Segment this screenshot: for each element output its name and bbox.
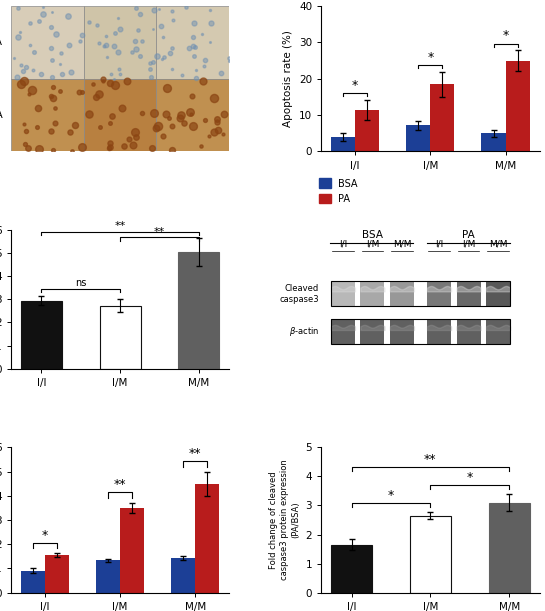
Bar xyxy=(410,516,451,593)
Bar xyxy=(84,6,156,79)
Bar xyxy=(431,84,455,152)
Text: **: ** xyxy=(154,227,165,236)
Text: M/M: M/M xyxy=(393,239,411,248)
Bar xyxy=(427,319,451,344)
Text: *: * xyxy=(42,529,48,542)
Text: I/I: I/I xyxy=(339,239,347,248)
Bar xyxy=(84,79,156,152)
Bar xyxy=(360,282,384,306)
Bar xyxy=(156,79,229,152)
Legend: BSA, PA: BSA, PA xyxy=(315,175,362,208)
Text: $\beta$-actin: $\beta$-actin xyxy=(288,324,319,338)
Bar xyxy=(406,125,431,152)
Text: PA: PA xyxy=(0,110,2,120)
Bar xyxy=(506,60,530,152)
Text: *: * xyxy=(388,489,394,502)
Bar xyxy=(457,319,481,344)
Text: PA: PA xyxy=(462,230,475,240)
Text: BSA: BSA xyxy=(0,37,2,48)
Y-axis label: Fold change of cleaved
caspase3 protein expression
(PA/BSA): Fold change of cleaved caspase3 protein … xyxy=(269,459,300,580)
Bar xyxy=(390,282,414,306)
Text: I/M: I/M xyxy=(462,239,475,248)
Bar xyxy=(486,319,510,344)
Text: I/M: I/M xyxy=(366,239,379,248)
Text: Cleaved
caspase3: Cleaved caspase3 xyxy=(279,284,319,304)
Bar xyxy=(45,555,69,593)
Text: *: * xyxy=(467,471,473,484)
Text: *: * xyxy=(352,79,358,92)
Text: *: * xyxy=(427,51,433,64)
Bar xyxy=(331,319,510,344)
Bar xyxy=(171,558,195,593)
Bar xyxy=(11,79,84,152)
Bar xyxy=(331,544,372,593)
Text: **: ** xyxy=(189,447,202,460)
Bar xyxy=(390,319,414,344)
Y-axis label: Apoptosis rate (%): Apoptosis rate (%) xyxy=(283,31,293,127)
Bar xyxy=(486,282,510,306)
Bar xyxy=(331,319,355,344)
Text: **: ** xyxy=(114,478,126,491)
Bar xyxy=(100,306,141,368)
Bar xyxy=(489,502,530,593)
Bar xyxy=(178,252,220,368)
Bar xyxy=(120,508,144,593)
Text: I/I: I/I xyxy=(435,239,443,248)
Bar xyxy=(360,319,384,344)
Bar xyxy=(481,133,506,152)
Text: *: * xyxy=(502,29,508,42)
Text: **: ** xyxy=(424,453,437,466)
Text: ns: ns xyxy=(75,278,87,288)
Bar xyxy=(355,110,379,152)
Bar xyxy=(331,282,355,306)
Bar xyxy=(195,484,220,593)
Bar xyxy=(21,301,62,368)
Bar xyxy=(96,560,120,593)
Bar xyxy=(11,6,84,79)
Bar xyxy=(457,282,481,306)
Bar xyxy=(427,282,451,306)
Bar xyxy=(156,6,229,79)
Text: M/M: M/M xyxy=(489,239,507,248)
Bar xyxy=(331,282,510,306)
Bar xyxy=(331,137,355,152)
Text: **: ** xyxy=(114,221,126,232)
Text: BSA: BSA xyxy=(362,230,383,240)
Bar xyxy=(21,571,45,593)
